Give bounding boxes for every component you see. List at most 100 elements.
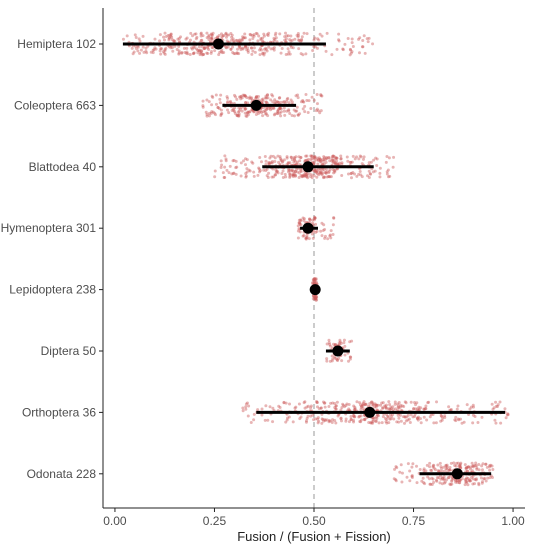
jitter-point bbox=[406, 462, 410, 466]
jitter-point bbox=[297, 227, 301, 231]
jitter-point bbox=[419, 406, 423, 410]
jitter-point bbox=[442, 478, 446, 482]
jitter-point bbox=[263, 110, 267, 114]
jitter-point bbox=[246, 110, 250, 114]
jitter-point bbox=[291, 169, 295, 173]
jitter-point bbox=[383, 417, 387, 421]
jitter-point bbox=[194, 37, 198, 41]
jitter-point bbox=[304, 236, 308, 240]
jitter-point bbox=[457, 418, 461, 422]
jitter-point bbox=[362, 400, 366, 404]
jitter-point bbox=[245, 158, 249, 162]
y-tick-label: Hemiptera 102 bbox=[17, 37, 96, 51]
mean-marker bbox=[364, 406, 376, 418]
jitter-point bbox=[310, 154, 314, 158]
jitter-point bbox=[198, 48, 202, 52]
jitter-point bbox=[348, 355, 352, 359]
jitter-point bbox=[332, 342, 336, 346]
jitter-point bbox=[209, 40, 213, 44]
jitter-point bbox=[506, 412, 510, 416]
jitter-point bbox=[320, 421, 324, 425]
jitter-point bbox=[328, 159, 332, 163]
jitter-point bbox=[251, 37, 255, 41]
jitter-point bbox=[322, 401, 326, 405]
jitter-point bbox=[293, 157, 297, 161]
jitter-point bbox=[343, 344, 347, 348]
jitter-point bbox=[252, 418, 256, 422]
jitter-point bbox=[385, 170, 389, 174]
jitter-point bbox=[448, 468, 452, 472]
jitter-point bbox=[449, 483, 453, 487]
jitter-point bbox=[371, 403, 375, 407]
jitter-point bbox=[237, 52, 241, 56]
jitter-point bbox=[201, 105, 205, 109]
jitter-point bbox=[320, 221, 324, 225]
jitter-point bbox=[302, 100, 306, 104]
jitter-point bbox=[442, 481, 446, 485]
jitter-point bbox=[443, 414, 447, 418]
jitter-point bbox=[428, 482, 432, 486]
jitter-point bbox=[136, 45, 140, 49]
jitter-point bbox=[454, 464, 458, 468]
jitter-point bbox=[433, 468, 437, 472]
jitter-point bbox=[316, 109, 320, 113]
jitter-point bbox=[245, 401, 249, 405]
mean-marker bbox=[250, 99, 262, 111]
jitter-point bbox=[349, 51, 353, 55]
jitter-point bbox=[334, 404, 338, 408]
jitter-point bbox=[397, 416, 401, 420]
jitter-point bbox=[499, 421, 503, 425]
jitter-point bbox=[358, 169, 362, 173]
jitter-point bbox=[264, 100, 268, 104]
jitter-point bbox=[333, 160, 337, 164]
jitter-point bbox=[384, 406, 388, 410]
jitter-point bbox=[312, 157, 316, 161]
jitter-point bbox=[362, 155, 366, 159]
jitter-point bbox=[292, 171, 296, 175]
jitter-point bbox=[416, 416, 419, 420]
jitter-point bbox=[219, 159, 223, 163]
jitter-point bbox=[259, 46, 263, 50]
jitter-point bbox=[312, 162, 316, 166]
jitter-point bbox=[480, 481, 484, 485]
jitter-point bbox=[463, 478, 467, 482]
jitter-point bbox=[252, 34, 256, 38]
jitter-point bbox=[350, 50, 354, 54]
jitter-point bbox=[251, 161, 255, 165]
jitter-point bbox=[316, 159, 320, 163]
jitter-point bbox=[436, 469, 440, 473]
jitter-point bbox=[209, 36, 213, 40]
jitter-point bbox=[162, 51, 166, 55]
jitter-point bbox=[271, 94, 275, 98]
jitter-point bbox=[453, 418, 457, 422]
jitter-point bbox=[286, 47, 290, 51]
jitter-point bbox=[471, 421, 475, 425]
jitter-point bbox=[267, 171, 271, 175]
jitter-point bbox=[285, 156, 289, 160]
jitter-point bbox=[226, 96, 230, 100]
jitter-point bbox=[327, 169, 331, 173]
jitter-point bbox=[290, 169, 294, 173]
jitter-point bbox=[303, 400, 307, 404]
jitter-point bbox=[168, 33, 172, 37]
jitter-point bbox=[235, 113, 239, 117]
jitter-point bbox=[248, 95, 252, 99]
jitter-point bbox=[470, 461, 474, 465]
jitter-point bbox=[380, 401, 384, 405]
jitter-point bbox=[316, 162, 320, 166]
jitter-point bbox=[313, 155, 317, 159]
jitter-point bbox=[440, 466, 444, 470]
jitter-point bbox=[358, 403, 362, 407]
jitter-point bbox=[214, 93, 218, 97]
jitter-point bbox=[305, 234, 309, 238]
jitter-point bbox=[340, 162, 344, 166]
jitter-point bbox=[314, 298, 318, 302]
jitter-point bbox=[435, 400, 439, 404]
jitter-point bbox=[185, 51, 189, 55]
jitter-point bbox=[180, 51, 184, 55]
jitter-point bbox=[352, 414, 356, 418]
jitter-point bbox=[227, 171, 231, 175]
jitter-point bbox=[504, 416, 508, 420]
jitter-point bbox=[297, 218, 301, 222]
jitter-point bbox=[306, 414, 310, 418]
